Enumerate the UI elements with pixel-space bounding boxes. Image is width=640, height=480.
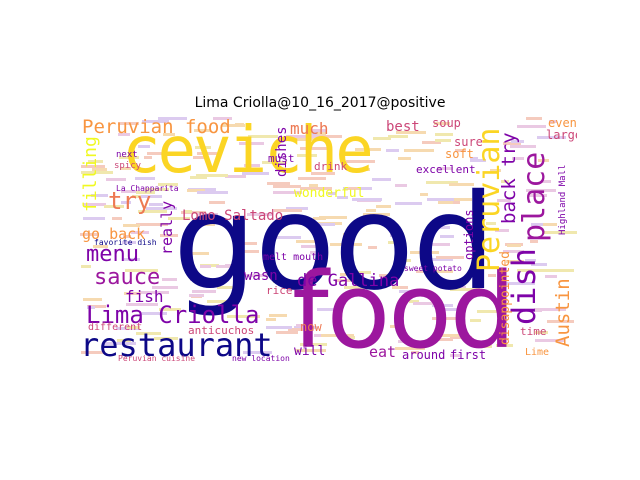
word-wonderful: wonderful — [294, 186, 365, 201]
word-highland-mall: Highland Mall — [558, 164, 568, 235]
word-options: options — [462, 209, 476, 260]
word-really: really — [158, 200, 176, 255]
word-will: will — [294, 344, 326, 359]
word-sweet-potato: sweet potato — [404, 264, 462, 273]
word-soft: soft — [445, 147, 474, 161]
word-cloud: good food ceviche restaurant Lima Crioll… — [80, 117, 577, 365]
word-best: best — [386, 119, 420, 135]
word-peruvian-cuisine: Peruvian cuisine — [118, 354, 196, 363]
word-eat: eat — [369, 343, 397, 361]
word-favorite-dish: favorite dish — [94, 238, 157, 247]
word-excellent: excellent — [416, 163, 476, 176]
word-peruvian-food: Peruvian food — [82, 117, 231, 138]
word-even: even — [548, 117, 577, 130]
word-dishes: dishes — [274, 126, 290, 177]
word-drink: drink — [314, 160, 348, 173]
word-sure: sure — [454, 135, 483, 149]
word-much: much — [290, 119, 329, 138]
word-first: first — [450, 348, 487, 362]
word-next: next — [116, 150, 138, 160]
word-lima-criolla: Lima Criolla — [86, 301, 260, 329]
word-de-gallina: de Gallina — [297, 271, 400, 291]
word-soup: soup — [432, 117, 461, 130]
word-larger: larger — [546, 128, 577, 142]
word-food: food — [292, 250, 516, 365]
word-time: time — [520, 325, 547, 338]
word-restaurant: restaurant — [80, 326, 273, 364]
word-good: good — [173, 166, 496, 320]
word-menu: menu — [86, 242, 139, 267]
word-fish: fish — [125, 287, 164, 306]
word-now: now — [300, 320, 322, 334]
word-disappointed: disappointed — [498, 251, 513, 345]
word-must: must — [268, 152, 295, 165]
word-austin: Austin — [552, 278, 574, 347]
word-anticuchos: anticuchos — [188, 324, 255, 337]
word-wasn: wasn — [244, 268, 278, 284]
word-new-location: new location — [232, 354, 290, 363]
word-filling: filling — [80, 136, 101, 212]
word-different: different — [88, 322, 143, 333]
filler-words — [80, 117, 577, 365]
word-back-try: back try — [498, 132, 520, 224]
word-rice: rice — [266, 284, 293, 297]
word-lomo-saltado: Lomo Saltado — [182, 208, 284, 224]
word-spicy: spicy — [114, 161, 142, 171]
word-around: around — [402, 348, 446, 362]
word-ceviche: ceviche — [122, 117, 374, 188]
chart-title: Lima Criolla@10_16_2017@positive — [194, 95, 446, 111]
word-sauce: sauce — [94, 265, 161, 290]
word-try: try — [108, 187, 152, 215]
word-melt-mouth: melt mouth — [263, 252, 324, 263]
word-lime: Lime — [525, 347, 550, 358]
word-place: place — [517, 151, 552, 242]
word-la-chapparita: La Chapparita — [116, 184, 179, 193]
word-go-back: go back — [82, 225, 146, 243]
